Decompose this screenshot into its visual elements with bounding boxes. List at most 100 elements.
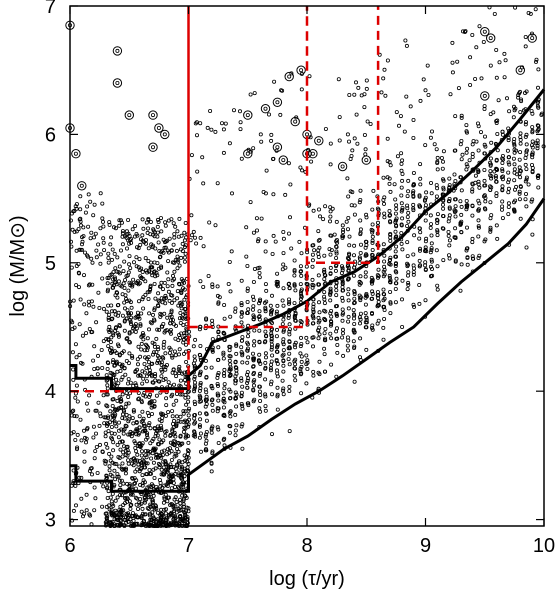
data-point: [130, 511, 135, 516]
data-point: [156, 240, 161, 245]
data-point: [168, 464, 173, 469]
data-point: [316, 300, 321, 305]
data-point: [124, 336, 129, 341]
data-point: [159, 374, 164, 379]
data-point: [147, 401, 152, 406]
data-point: [103, 511, 108, 516]
data-point: [171, 367, 176, 372]
data-point: [298, 269, 303, 274]
y-axis-label: log (M/M⊙): [7, 215, 29, 316]
data-point: [94, 248, 99, 253]
data-point: [127, 340, 132, 345]
data-point: [465, 262, 470, 267]
data-point: [238, 127, 243, 132]
data-point: [245, 372, 250, 377]
data-point: [197, 327, 202, 332]
data-point: [316, 254, 321, 259]
data-point: [425, 63, 430, 68]
data-point: [238, 120, 243, 125]
data-point: [146, 246, 151, 251]
data-point: [524, 204, 529, 209]
data-point: [139, 449, 144, 454]
data-point: [394, 203, 399, 208]
data-point: [346, 251, 351, 256]
data-point: [192, 376, 197, 381]
data-point: [385, 58, 390, 63]
data-point: [158, 216, 163, 221]
data-point: [118, 440, 123, 445]
data-point: [264, 299, 269, 304]
data-point: [518, 168, 523, 173]
data-point: [346, 139, 351, 144]
data-point: [141, 519, 146, 524]
data-point: [89, 299, 94, 304]
data-point: [104, 309, 109, 314]
data-point: [458, 221, 463, 226]
data-point: [168, 512, 173, 517]
data-point: [411, 263, 416, 268]
data-point: [115, 472, 120, 477]
data-point: [340, 285, 345, 290]
data-point: [328, 265, 333, 270]
data-point: [150, 352, 155, 357]
data-point: [201, 284, 206, 289]
circled-point-core: [304, 132, 309, 137]
data-point: [222, 302, 227, 307]
x-tick-label: 10: [533, 535, 555, 557]
data-point: [126, 377, 131, 382]
data-point: [482, 178, 487, 183]
data-point: [153, 274, 158, 279]
data-point: [141, 306, 146, 311]
data-point: [275, 407, 280, 412]
data-point: [310, 335, 315, 340]
data-point: [112, 363, 117, 368]
data-point: [125, 308, 130, 313]
data-point: [292, 315, 297, 320]
data-point: [96, 353, 101, 358]
data-point: [382, 259, 387, 264]
data-point: [234, 351, 239, 356]
data-point: [178, 310, 183, 315]
data-point: [322, 308, 327, 313]
data-point: [171, 480, 176, 485]
data-point: [146, 355, 151, 360]
data-point: [183, 519, 188, 524]
data-point: [381, 242, 386, 247]
data-point: [500, 160, 505, 165]
data-point: [393, 249, 398, 254]
data-point: [310, 344, 315, 349]
data-point: [226, 281, 231, 286]
data-point: [483, 237, 488, 242]
data-point: [112, 225, 117, 230]
data-point: [316, 238, 321, 243]
data-point: [122, 318, 127, 323]
data-point: [399, 161, 404, 166]
data-point: [251, 317, 256, 322]
data-point: [168, 329, 173, 334]
data-point: [74, 383, 79, 388]
data-point: [126, 432, 131, 437]
data-point: [369, 311, 374, 316]
data-point: [115, 442, 120, 447]
data-point: [239, 390, 244, 395]
data-point: [141, 295, 146, 300]
data-point: [523, 197, 528, 202]
circled-point-core: [293, 119, 298, 124]
data-point: [87, 303, 92, 308]
data-point: [145, 449, 150, 454]
data-point: [179, 469, 184, 474]
data-point: [274, 334, 279, 339]
data-point: [105, 485, 110, 490]
data-point: [117, 395, 122, 400]
data-point: [263, 282, 268, 287]
data-point: [117, 218, 122, 223]
data-point: [139, 514, 144, 519]
data-point: [154, 484, 159, 489]
data-point: [388, 220, 393, 225]
data-point: [112, 468, 117, 473]
data-point: [137, 316, 142, 321]
x-tick-label: 6: [64, 535, 75, 557]
data-point: [176, 449, 181, 454]
data-point: [417, 226, 422, 231]
data-point: [113, 477, 118, 482]
